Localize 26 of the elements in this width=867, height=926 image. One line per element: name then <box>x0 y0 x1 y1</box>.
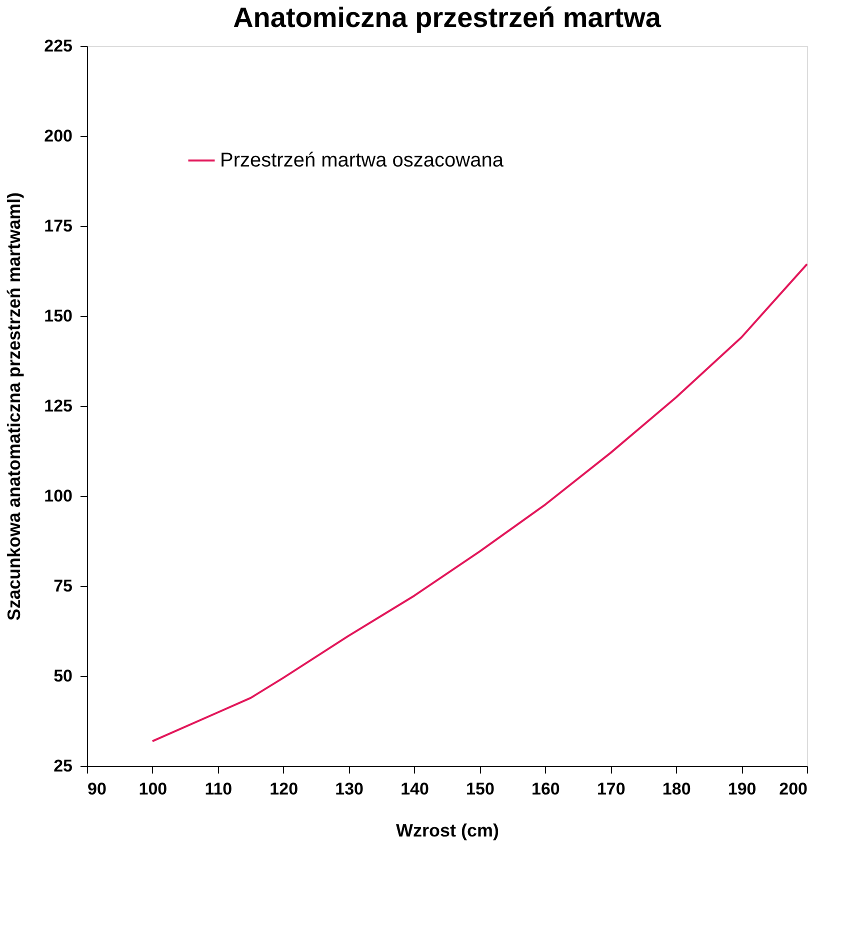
y-tick-label: 100 <box>44 486 72 506</box>
y-tick-label: 50 <box>54 666 72 686</box>
x-axis-title: Wzrost (cm) <box>396 820 500 840</box>
x-tick-label: 90 <box>88 780 106 798</box>
x-tick-label: 160 <box>531 780 560 798</box>
x-tick-label: 180 <box>662 780 691 798</box>
y-tick-label: 225 <box>44 36 72 56</box>
x-tick-label: 120 <box>270 780 298 798</box>
x-tick-label: 200 <box>779 780 808 798</box>
legend-label: Przestrzeń martwa oszacowana <box>220 150 504 172</box>
x-tick-label: 150 <box>466 780 494 798</box>
y-tick-label: 200 <box>44 126 72 146</box>
y-tick-label: 75 <box>54 576 72 596</box>
y-axis-title: Szacunkowa anatomaticzna przestrzeń martwaml) <box>4 192 24 621</box>
x-tick-label: 110 <box>204 780 232 798</box>
x-tick-label: 170 <box>596 780 626 798</box>
x-tick-label: 130 <box>335 780 364 798</box>
y-tick-label: 150 <box>44 306 72 326</box>
y-tick-label: 25 <box>54 756 72 776</box>
line-series <box>151 263 808 742</box>
x-tick-label: 100 <box>138 780 168 798</box>
y-tick-label: 175 <box>44 216 72 236</box>
chart-title: Anatomiczna przestrzeń martwa <box>233 2 662 33</box>
x-tick-label: 190 <box>728 780 756 798</box>
x-tick-label: 140 <box>400 780 429 798</box>
y-tick-label: 125 <box>44 396 72 416</box>
